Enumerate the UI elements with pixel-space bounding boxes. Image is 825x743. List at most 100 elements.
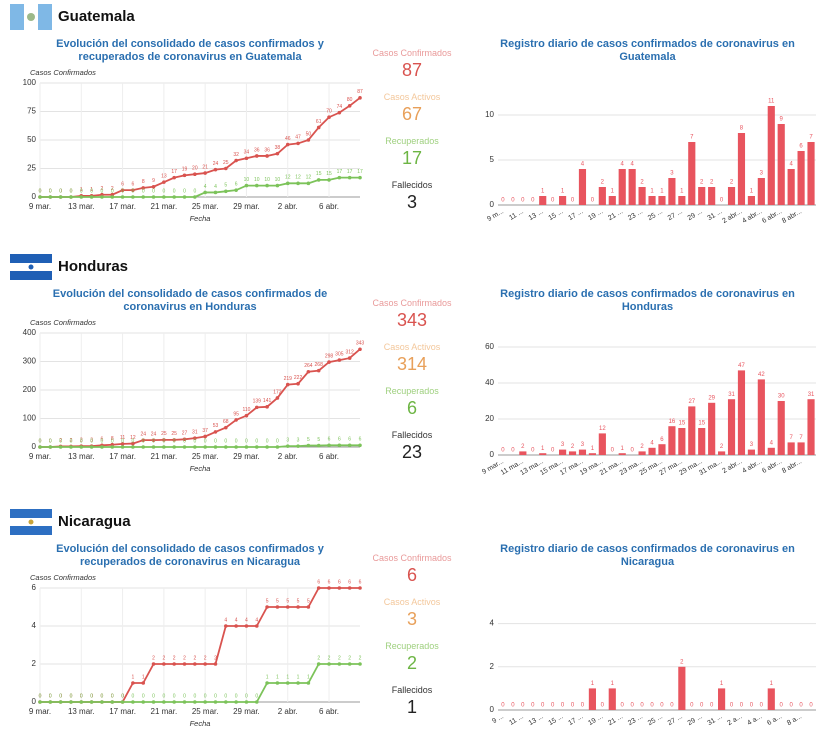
bar bbox=[787, 169, 795, 205]
point bbox=[203, 700, 207, 704]
point bbox=[38, 195, 42, 199]
point bbox=[89, 445, 94, 449]
data-label: 0 bbox=[101, 188, 104, 194]
point bbox=[120, 188, 125, 192]
data-label: 27 bbox=[182, 431, 188, 437]
data-label: 8 bbox=[142, 179, 145, 185]
data-label: 10 bbox=[244, 177, 250, 183]
data-label: 2 bbox=[70, 438, 73, 444]
point bbox=[306, 369, 311, 374]
data-label: 1 bbox=[132, 674, 135, 680]
point bbox=[234, 188, 238, 192]
data-label: 80 bbox=[347, 97, 353, 103]
kpi-label: Fallecidos bbox=[391, 180, 433, 190]
data-label: 0 bbox=[121, 188, 124, 194]
data-label: 1 bbox=[541, 189, 545, 195]
data-label: 2 bbox=[640, 444, 644, 450]
point bbox=[327, 178, 331, 182]
data-label: 19 bbox=[182, 167, 188, 173]
data-label: 3 bbox=[286, 437, 289, 443]
point bbox=[296, 444, 300, 448]
bar bbox=[708, 402, 716, 455]
y-tick-label: 0 bbox=[32, 697, 37, 706]
data-label: 31 bbox=[728, 392, 735, 398]
data-label: 9 bbox=[152, 178, 155, 184]
data-label: 222 bbox=[294, 375, 303, 381]
kpi-value: 2 bbox=[406, 653, 417, 673]
data-label: 0 bbox=[630, 448, 634, 454]
bar bbox=[797, 151, 805, 205]
data-label: 0 bbox=[214, 693, 217, 699]
point bbox=[337, 110, 342, 115]
point bbox=[254, 183, 259, 188]
data-label: 0 bbox=[760, 703, 764, 709]
point bbox=[162, 180, 166, 184]
x-axis-title: Fecha bbox=[190, 719, 211, 728]
data-label: 0 bbox=[660, 703, 664, 709]
data-label: 6 bbox=[348, 437, 351, 443]
data-label: 15 bbox=[698, 421, 705, 427]
data-label: 6 bbox=[359, 437, 362, 443]
data-label: 6 bbox=[338, 579, 341, 585]
bar bbox=[519, 451, 527, 455]
point bbox=[316, 586, 321, 590]
x-tick-label: 13 ... bbox=[528, 208, 545, 222]
bar bbox=[618, 453, 626, 455]
point bbox=[213, 700, 218, 704]
line bbox=[40, 176, 360, 198]
bar bbox=[718, 451, 726, 455]
point bbox=[141, 700, 146, 704]
data-label: 1 bbox=[750, 189, 754, 195]
point bbox=[172, 445, 176, 449]
data-label: 0 bbox=[501, 703, 505, 709]
x-tick-label: 13 mar. bbox=[68, 452, 95, 461]
data-label: 9 bbox=[780, 117, 784, 123]
point bbox=[213, 190, 218, 195]
data-label: 0 bbox=[132, 438, 135, 444]
bar bbox=[608, 196, 616, 205]
data-label: 2 bbox=[720, 444, 724, 450]
point bbox=[58, 700, 63, 704]
point bbox=[224, 166, 228, 171]
bar bbox=[578, 449, 587, 455]
x-tick-label: 29 ... bbox=[687, 208, 704, 222]
y-tick-label: 300 bbox=[23, 357, 37, 366]
data-label: 10 bbox=[264, 177, 270, 183]
point bbox=[316, 368, 321, 373]
y-tick-label: 100 bbox=[23, 414, 37, 423]
data-label: 10 bbox=[254, 177, 260, 183]
data-label: 3 bbox=[561, 442, 565, 448]
kpi-label: Casos Confirmados bbox=[372, 553, 452, 563]
point bbox=[193, 195, 197, 199]
data-label: 2 bbox=[730, 180, 734, 186]
bar bbox=[598, 187, 606, 205]
data-label: 4 bbox=[770, 440, 774, 446]
x-tick-label: 9 ... bbox=[491, 713, 505, 725]
x-tick-label: 27 ... bbox=[667, 208, 684, 222]
y-tick-label: 10 bbox=[485, 110, 494, 119]
data-label: 4 bbox=[245, 617, 248, 623]
point bbox=[265, 405, 269, 409]
data-label: 2 bbox=[59, 438, 62, 444]
point bbox=[172, 195, 176, 199]
bar bbox=[648, 196, 656, 205]
kpi-value: 87 bbox=[401, 60, 423, 80]
point bbox=[141, 681, 146, 685]
data-label: 1 bbox=[611, 189, 615, 195]
x-tick-label: 29 mar. bbox=[233, 202, 260, 211]
point bbox=[234, 700, 238, 704]
data-label: 0 bbox=[111, 693, 114, 699]
data-label: 0 bbox=[650, 703, 654, 709]
flag-emblem bbox=[28, 519, 34, 525]
point bbox=[254, 700, 259, 704]
bar bbox=[678, 666, 686, 710]
data-label: 6 bbox=[660, 437, 664, 443]
flag-stripe bbox=[10, 526, 52, 535]
x-tick-label: 6 abr... bbox=[761, 208, 783, 225]
y-tick-label: 60 bbox=[485, 342, 494, 351]
y-tick-label: 100 bbox=[23, 78, 37, 87]
data-label: 0 bbox=[101, 693, 104, 699]
data-label: 6 bbox=[328, 579, 331, 585]
data-label: 6 bbox=[121, 181, 124, 187]
data-label: 139 bbox=[253, 399, 262, 405]
